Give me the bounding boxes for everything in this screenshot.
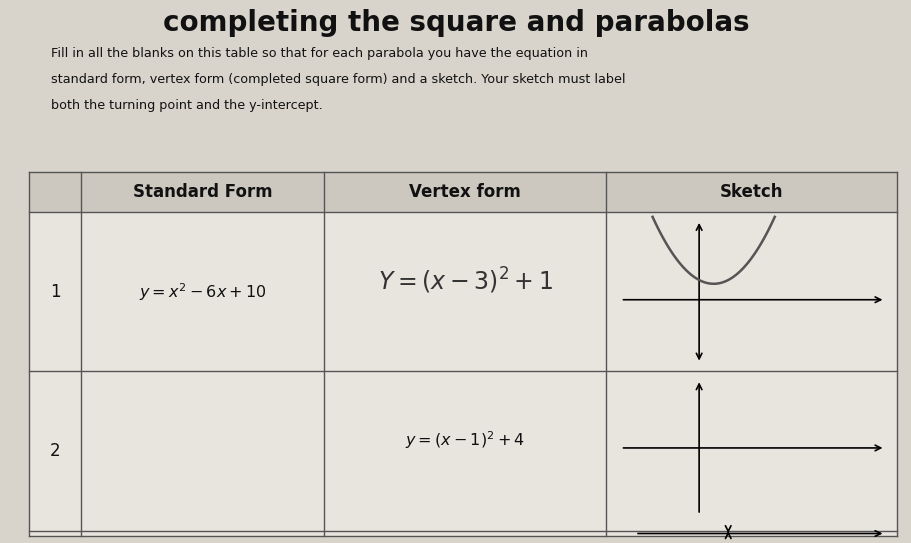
Bar	[28, 172, 896, 212]
Text: Standard Form: Standard Form	[133, 183, 272, 201]
Text: completing the square and parabolas: completing the square and parabolas	[162, 9, 749, 37]
Text: Vertex form: Vertex form	[409, 183, 520, 201]
Text: 1: 1	[50, 283, 60, 301]
Text: Sketch: Sketch	[719, 183, 783, 201]
Text: $y = (x-1)^2 + 4$: $y = (x-1)^2 + 4$	[404, 430, 525, 451]
Text: $Y= (x-3)^{2}+1$: $Y= (x-3)^{2}+1$	[377, 266, 552, 296]
Text: both the turning point and the y-intercept.: both the turning point and the y-interce…	[51, 99, 322, 112]
Text: Fill in all the blanks on this table so that for each parabola you have the equa: Fill in all the blanks on this table so …	[51, 47, 588, 60]
Text: standard form, vertex form (completed square form) and a sketch. Your sketch mus: standard form, vertex form (completed sq…	[51, 73, 625, 86]
Text: 2: 2	[50, 442, 60, 460]
Bar	[28, 172, 896, 536]
Text: $y = x^2 - 6x + 10$: $y = x^2 - 6x + 10$	[138, 281, 266, 302]
